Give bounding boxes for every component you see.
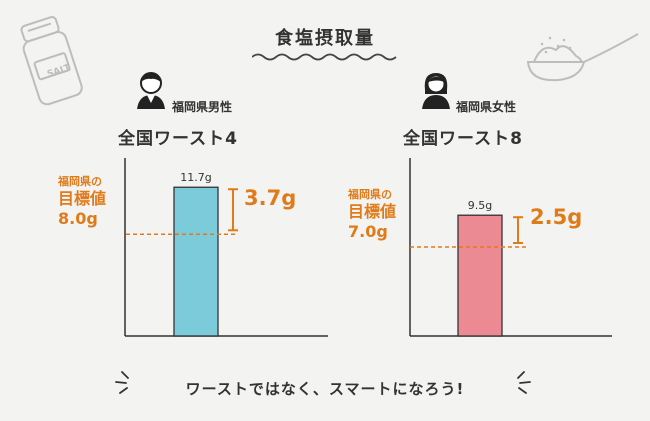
female-target-line1: 福岡県の — [348, 188, 392, 201]
footer-slogan: ワーストではなく、スマートになろう! — [185, 380, 465, 398]
page-title: 食塩摂取量 — [275, 28, 375, 49]
female-rank-label: 全国ワースト8 — [403, 129, 523, 149]
female-target-value: 7.0g — [348, 221, 388, 241]
female-difference-label: 2.5g — [530, 205, 583, 229]
male-bar — [173, 186, 219, 337]
female-person-label: 福岡県女性 — [456, 100, 517, 114]
male-target-label: 福岡県の 目標値 8.0g — [58, 175, 106, 229]
wavy-divider — [252, 53, 397, 61]
male-bar-value-label: 11.7g — [180, 171, 211, 184]
male-target-line1: 福岡県の — [58, 175, 102, 188]
female-bar-value-label: 9.5g — [468, 199, 492, 212]
female-avatar-icon — [422, 73, 450, 109]
salt-shaker-icon: SALT — [20, 16, 83, 106]
female-bar — [457, 214, 503, 337]
male-rank-label: 全国ワースト4 — [118, 129, 238, 149]
male-difference-label: 3.7g — [244, 186, 297, 210]
footer-left-spark-icon — [115, 371, 129, 394]
male-person-label: 福岡県男性 — [172, 100, 233, 114]
female-target-line2: 目標値 — [348, 201, 397, 221]
male-target-value: 8.0g — [58, 208, 98, 228]
male-target-line2: 目標値 — [58, 188, 107, 208]
male-avatar-icon — [137, 72, 165, 109]
salt-spoon-icon — [526, 33, 639, 82]
footer-right-spark-icon — [517, 371, 531, 394]
female-target-label: 福岡県の 目標値 7.0g — [348, 188, 396, 242]
